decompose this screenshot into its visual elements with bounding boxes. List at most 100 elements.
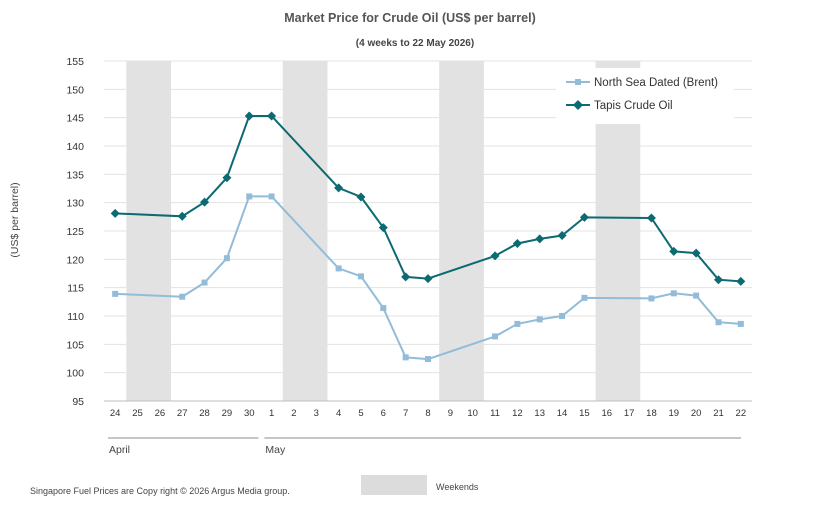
data-point: [669, 246, 679, 256]
y-tick-label: 155: [66, 56, 84, 68]
x-tick-label: 29: [222, 408, 233, 419]
x-tick-label: 26: [155, 408, 166, 419]
data-point: [492, 333, 499, 340]
legend-tapis-label: Tapis Crude Oil: [594, 100, 673, 112]
x-tick-label: 7: [403, 408, 408, 419]
y-tick-label: 110: [67, 311, 84, 323]
x-tick-label: 15: [579, 408, 590, 419]
data-point: [559, 313, 566, 319]
data-point: [244, 111, 254, 121]
data-point: [670, 290, 677, 297]
month-label: April: [109, 444, 130, 456]
x-tick-label: 20: [691, 408, 702, 419]
y-tick-label: 135: [66, 169, 84, 181]
data-point: [335, 265, 342, 272]
x-tick-label: 4: [336, 408, 341, 419]
chart-subtitle: (4 weeks to 22 May 2026): [356, 38, 474, 49]
x-tick-label: 5: [358, 408, 363, 419]
x-tick-label: 2: [291, 408, 296, 419]
series-brent: [112, 193, 744, 363]
copyright-footer: Singapore Fuel Prices are Copy right © 2…: [30, 486, 290, 496]
x-tick-label: 21: [713, 408, 724, 419]
x-tick-label: 30: [244, 408, 255, 419]
data-point: [222, 173, 232, 183]
data-point: [736, 276, 746, 286]
y-tick-label: 130: [66, 198, 84, 210]
x-tick-label: 10: [467, 408, 478, 419]
legend-box: [556, 68, 734, 124]
x-tick-label: 6: [381, 408, 386, 419]
x-tick-label: 1: [269, 408, 274, 419]
legend-brent-marker: [575, 79, 581, 85]
x-tick-label: 12: [512, 408, 523, 419]
y-axis-ticks: 95 100 105 110 115 120 125 130 135 140 145 150 155: [66, 56, 84, 408]
data-point: [423, 274, 433, 284]
data-point: [425, 356, 431, 363]
y-tick-label: 115: [67, 283, 84, 295]
data-point: [378, 223, 388, 233]
x-tick-label: 22: [736, 408, 747, 419]
data-point: [267, 111, 277, 121]
data-point: [514, 320, 521, 327]
data-point: [691, 248, 701, 258]
data-point: [646, 213, 656, 223]
month-axis: April May: [108, 437, 741, 456]
data-point: [402, 354, 409, 361]
data-point: [737, 320, 744, 327]
y-tick-label: 140: [66, 141, 84, 153]
data-point: [512, 238, 522, 248]
data-point: [268, 193, 275, 200]
x-tick-label: 18: [646, 408, 657, 419]
data-point: [581, 294, 588, 301]
data-point: [356, 192, 366, 202]
data-point: [200, 197, 210, 207]
data-point: [380, 305, 387, 312]
data-point: [693, 292, 700, 299]
x-tick-label: 16: [601, 408, 612, 419]
x-tick-label: 24: [110, 408, 121, 419]
data-point: [110, 208, 120, 218]
x-tick-label: 28: [199, 408, 210, 419]
x-tick-label: 13: [534, 408, 545, 419]
y-tick-label: 105: [66, 339, 84, 351]
y-axis-label: (US$ per barrel): [9, 182, 21, 257]
data-point: [557, 231, 567, 241]
x-axis-ticks: 24 25 26 27 28 29 30 1 2 3 4 5 6 7 8 9 10 11 12 13 14 15 16 17 1…: [110, 408, 746, 419]
x-tick-label: 9: [448, 408, 453, 419]
y-tick-label: 95: [72, 396, 84, 408]
x-tick-label: 14: [557, 408, 568, 419]
data-point: [715, 319, 722, 326]
data-point: [713, 275, 723, 285]
x-tick-label: 8: [425, 408, 430, 419]
y-tick-label: 150: [66, 84, 84, 96]
weekend-legend-label: Weekends: [436, 482, 479, 492]
legend-brent-label: North Sea Dated (Brent): [594, 77, 718, 89]
month-label: May: [265, 444, 286, 456]
data-point: [334, 183, 344, 193]
legend-tapis-marker: [573, 100, 583, 110]
x-tick-label: 19: [669, 408, 680, 419]
data-point: [401, 272, 411, 282]
data-point: [535, 234, 545, 244]
weekend-legend-swatch: [361, 475, 427, 495]
data-point: [223, 255, 230, 262]
data-point: [112, 290, 119, 297]
data-point: [579, 212, 589, 222]
series-line: [115, 115, 741, 283]
x-tick-label: 27: [177, 408, 188, 419]
x-tick-label: 25: [132, 408, 143, 419]
legend: North Sea Dated (Brent) Tapis Crude Oil: [556, 68, 734, 124]
y-tick-label: 120: [66, 254, 84, 266]
x-tick-label: 11: [490, 408, 500, 419]
data-point: [177, 211, 187, 221]
y-tick-label: 125: [66, 226, 84, 238]
data-point: [357, 273, 364, 280]
x-tick-label: 17: [624, 408, 635, 419]
data-point: [246, 193, 253, 200]
data-point: [648, 295, 655, 302]
data-point: [536, 316, 543, 323]
data-point: [201, 279, 208, 286]
y-tick-label: 145: [66, 113, 84, 125]
data-point: [490, 251, 500, 261]
